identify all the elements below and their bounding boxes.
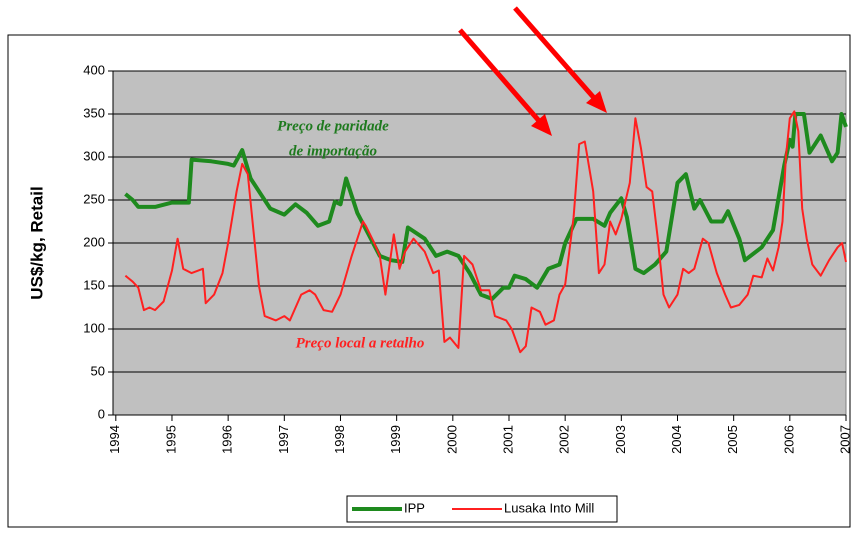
arrow-head	[531, 114, 552, 136]
grid: 0 50 100 150 200 250 300 350 400 1994 1995 1996 1997…	[83, 62, 852, 453]
annotation: Preço de paridade	[277, 118, 389, 134]
y-tick-label: 0	[98, 406, 105, 421]
x-tick-label: 2005	[725, 425, 740, 454]
x-tick-label: 2004	[669, 425, 684, 454]
x-tick-label: 1997	[276, 425, 291, 454]
x-tick-label: 2000	[444, 425, 459, 454]
y-tick-label: 100	[83, 320, 105, 335]
series-line	[124, 110, 847, 354]
x-tick-label: 1996	[220, 425, 235, 454]
lines	[124, 110, 848, 354]
y-tick-label: 400	[83, 62, 105, 77]
y-tick-label: 200	[83, 234, 105, 249]
arrow	[513, 6, 597, 101]
x-tick-label: 1999	[388, 425, 403, 454]
y-tick-label: 250	[83, 191, 105, 206]
y-tick-label: 300	[83, 148, 105, 163]
legend-items: IPP Lusaka Into Mill	[352, 500, 594, 515]
x-tick-label: 2003	[613, 425, 628, 454]
x-tick-label: 2001	[500, 425, 515, 454]
x-tick-label: 1995	[163, 425, 178, 454]
arrow-head	[586, 91, 607, 113]
legend-label: IPP	[404, 500, 425, 515]
arrows	[458, 6, 607, 136]
y-tick-label: 50	[91, 363, 105, 378]
legend-label: Lusaka Into Mill	[504, 500, 594, 515]
y-axis-label: US$/kg, Retail	[27, 186, 46, 299]
x-tick-label: 2007	[837, 425, 852, 454]
x-tick-label: 2002	[557, 425, 572, 454]
arrow	[458, 28, 542, 124]
x-tick-label: 2006	[781, 425, 796, 454]
series-line	[124, 112, 848, 301]
y-tick-label: 150	[83, 277, 105, 292]
y-tick-label: 350	[83, 105, 105, 120]
annotation: Preço local a retalho	[296, 335, 425, 351]
annotation: de importação	[289, 143, 377, 159]
x-tick-label: 1998	[332, 425, 347, 454]
x-tick-label: 1994	[107, 425, 122, 454]
